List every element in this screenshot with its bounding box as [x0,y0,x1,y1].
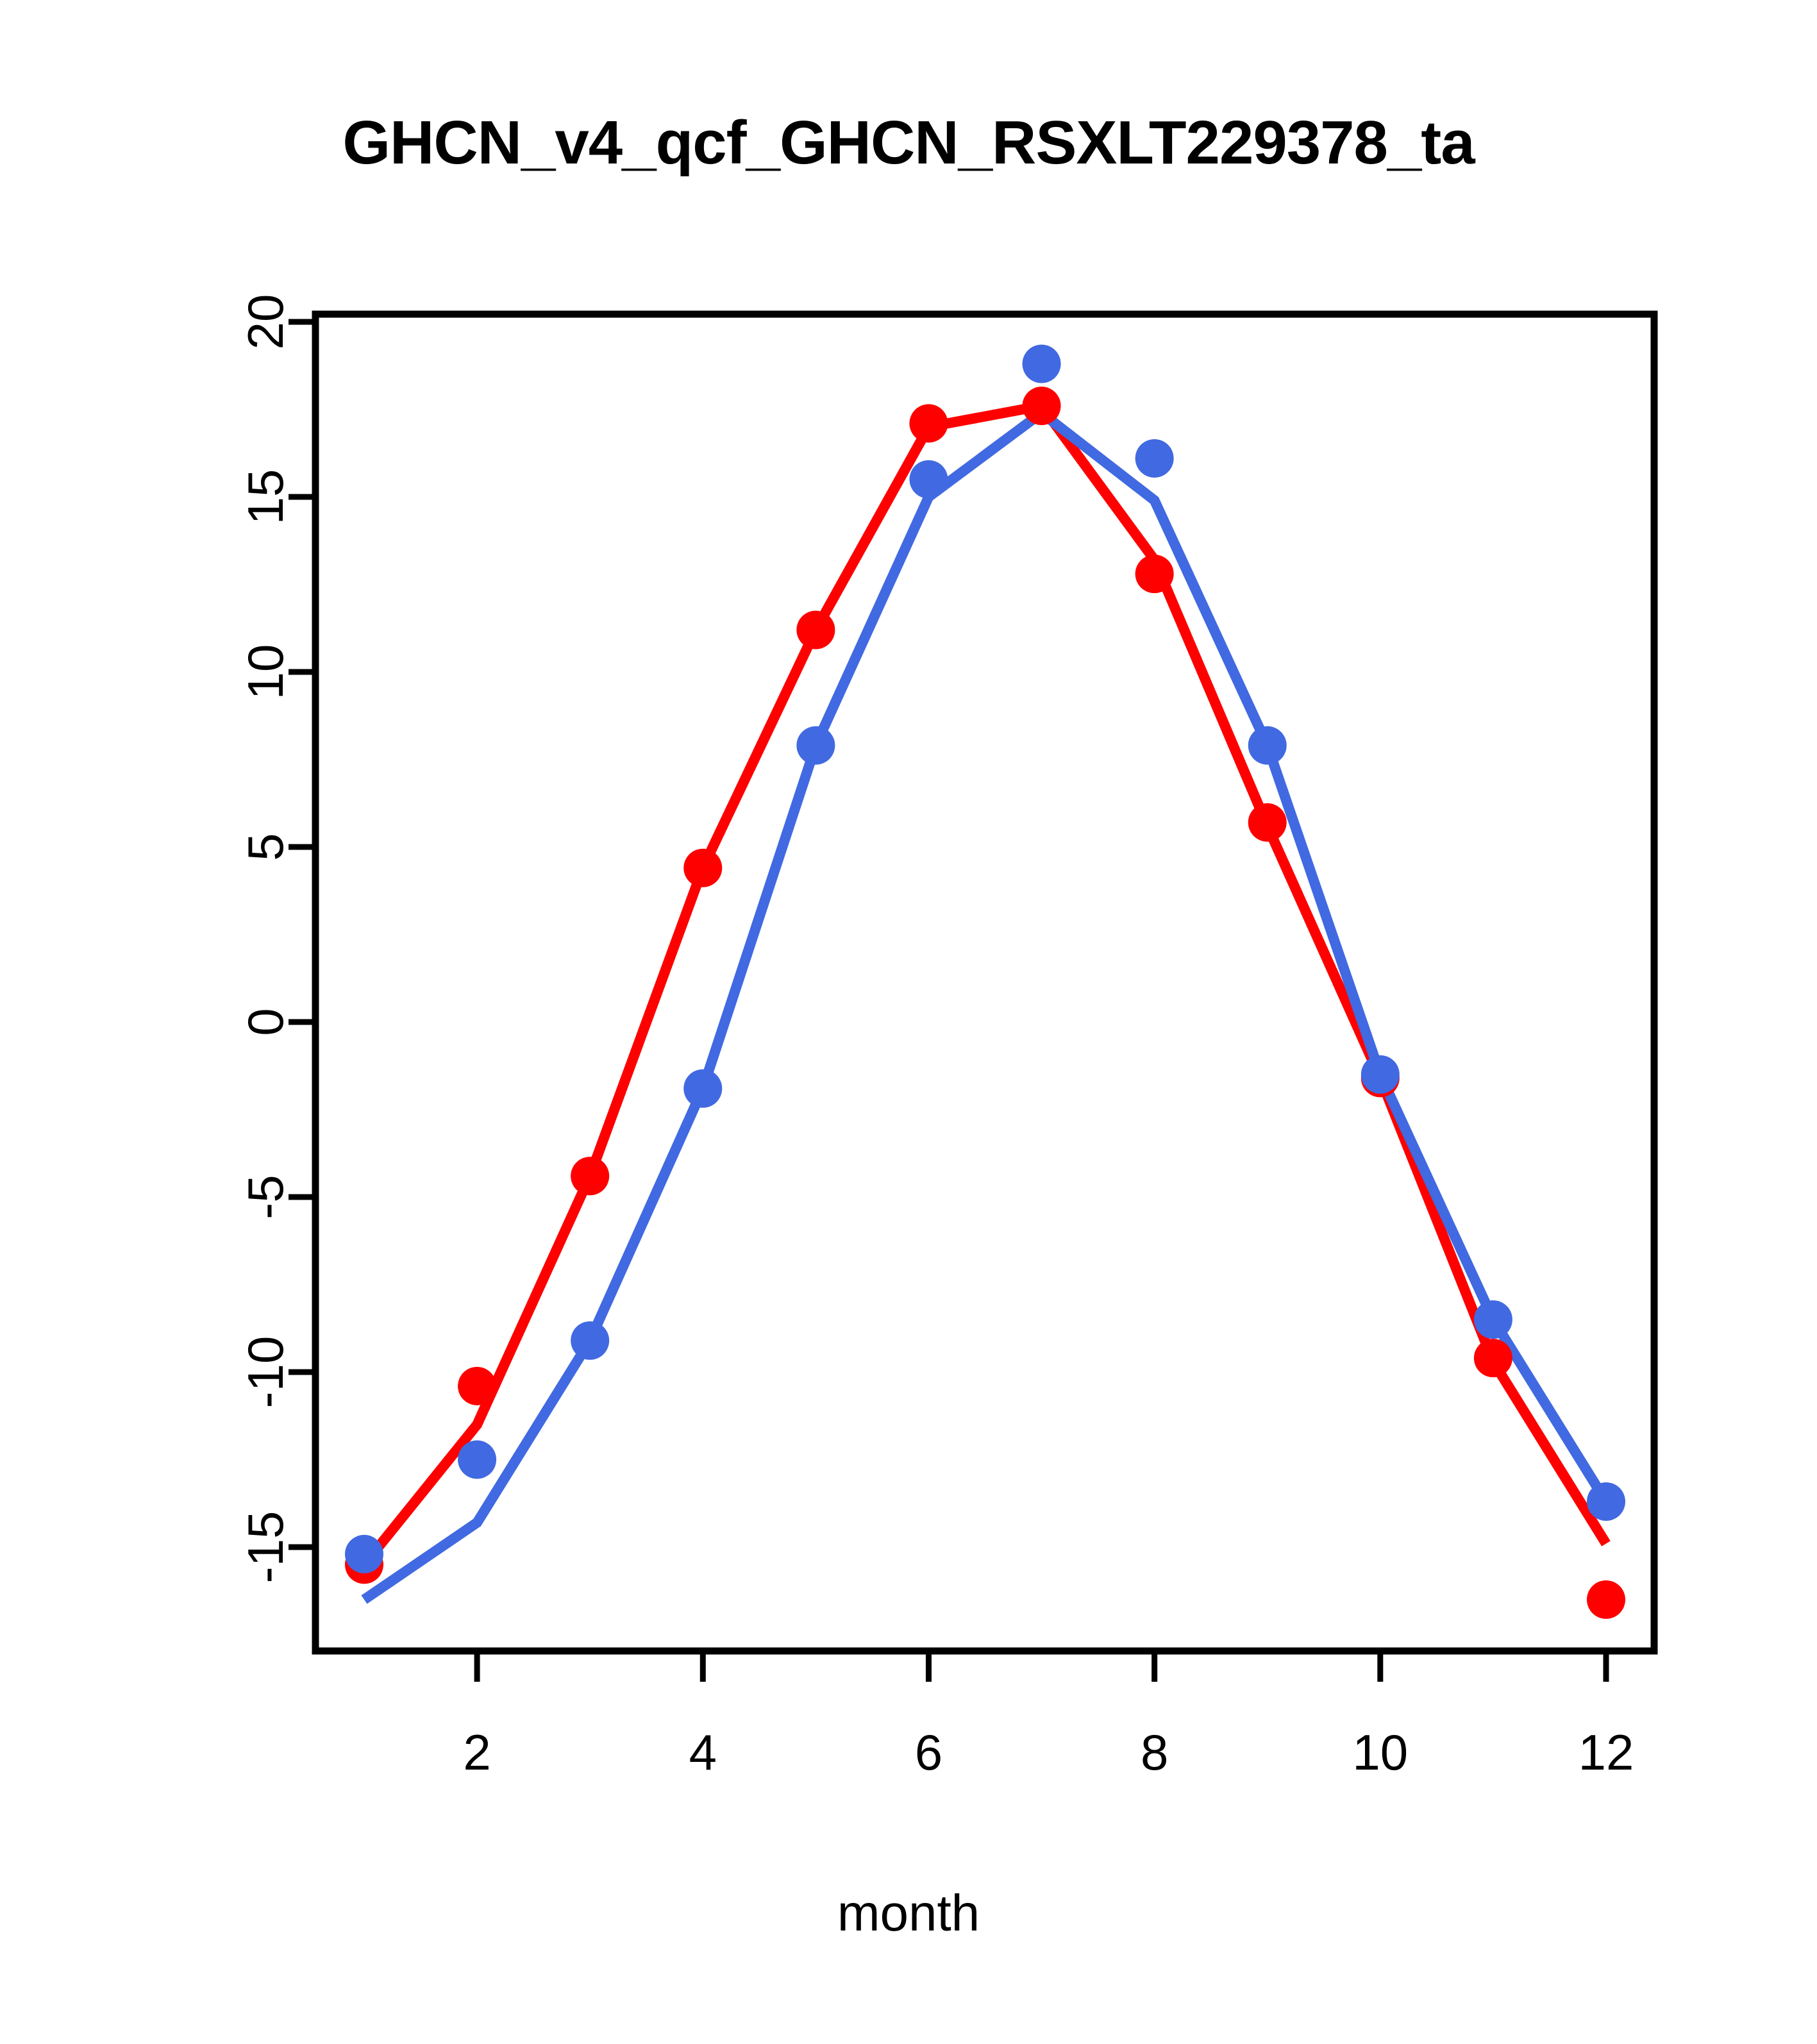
y-tick-label: 10 [237,644,294,700]
y-axis-tick-labels: 20 15 10 5 0 -5 -10 -15 [237,294,294,1584]
data-point-red-points [1022,387,1061,426]
x-tick-label: 10 [1352,1724,1408,1780]
data-point-blue-points [1135,439,1174,478]
data-point-red-points [458,1366,497,1405]
data-point-blue-points [571,1321,610,1360]
data-point-red-points [1473,1339,1512,1378]
data-point-red-points [796,610,835,649]
data-point-blue-points [909,460,948,499]
data-point-blue-points [1022,344,1061,383]
data-point-blue-points [1473,1300,1512,1339]
data-point-blue-points [458,1440,497,1479]
data-point-blue-points [345,1534,383,1573]
series-lines-group [360,400,1611,1604]
data-point-blue-points [1248,726,1287,765]
data-point-blue-points [1361,1055,1400,1094]
x-tick-label: 4 [689,1724,717,1780]
data-point-red-points [683,848,723,887]
series-line-red-line [360,400,1611,1568]
series-points-group [345,344,1625,1619]
x-axis-ticks [474,1651,1609,1682]
data-point-red-points [1135,555,1174,594]
y-axis-ticks [289,319,315,1550]
y-tick-label: -5 [237,1175,294,1219]
x-axis-label: month [837,1884,980,1941]
x-tick-label: 2 [463,1724,490,1780]
x-tick-label: 8 [1141,1724,1168,1780]
y-tick-label: 0 [237,1008,294,1035]
x-axis-tick-labels: 2 4 6 8 10 12 [463,1724,1634,1780]
x-tick-label: 12 [1578,1724,1634,1780]
data-point-blue-points [1587,1482,1625,1521]
data-point-red-points [909,404,948,443]
x-tick-label: 6 [915,1724,942,1780]
data-point-blue-points [796,726,835,765]
y-tick-label: -10 [237,1336,294,1409]
data-point-blue-points [683,1069,723,1108]
data-point-red-points [571,1157,610,1196]
series-line-blue-line [361,406,1611,1604]
y-tick-label: 20 [237,294,294,350]
data-point-red-points [1248,803,1287,842]
data-point-red-points [1587,1580,1625,1619]
y-tick-label: 5 [237,833,294,860]
y-tick-label: -15 [237,1511,294,1584]
page-title: GHCN_v4_qcf_GHCN_RSXLT229378_ta [342,108,1475,177]
y-tick-label: 15 [237,469,294,525]
plot-frame-box [312,310,1658,1655]
